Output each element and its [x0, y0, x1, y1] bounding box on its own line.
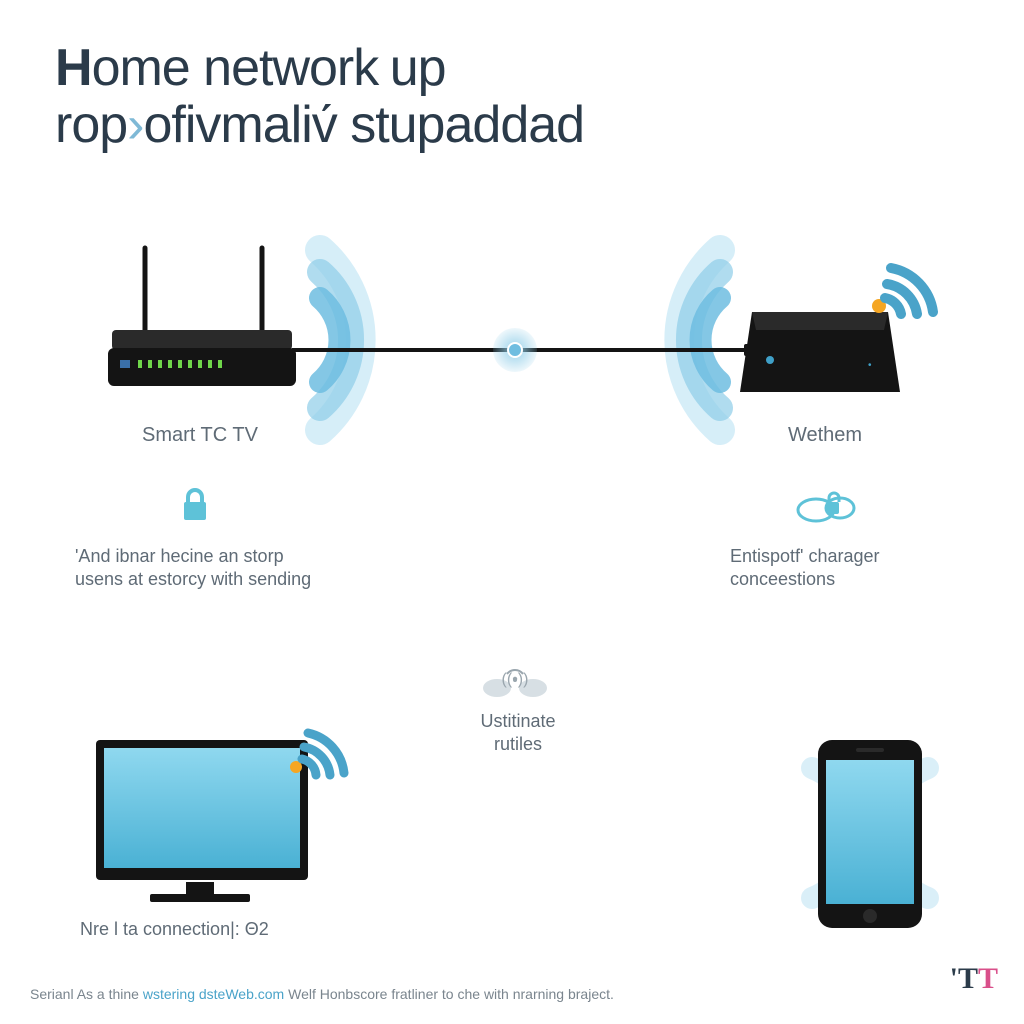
wifi-icon [872, 268, 933, 314]
logo: 'TT [950, 962, 998, 996]
modem-label: Wethem [780, 422, 870, 448]
signal-arcs-right [679, 250, 720, 430]
lock-icon [184, 490, 206, 520]
network-diagram: • ((•)) [0, 0, 1024, 1024]
cloud-lock-icon [798, 493, 854, 521]
router-icon [108, 248, 296, 386]
signal-arcs-left [320, 250, 361, 430]
center-dot [508, 343, 522, 357]
modem-desc: Entispotf' charager conceestions [730, 545, 930, 592]
tv-icon [96, 740, 308, 902]
footer-link[interactable]: wstering dsteWeb.com [143, 986, 284, 1002]
router-desc: 'And ibnar hecine an storp usens at esto… [75, 545, 330, 592]
center-wifi-icon: ((•)) [483, 670, 547, 697]
center-label: Ustitinate rutiles [458, 710, 578, 757]
footer-text: Serianl As a thine wstering dsteWeb.com … [30, 986, 944, 1002]
modem-icon: • [740, 312, 900, 392]
tv-label: Nre l ta connection|: Θ2 [80, 918, 330, 941]
router-label: Smart TC TV [140, 422, 260, 448]
phone-icon [812, 740, 928, 928]
svg-text:•: • [868, 360, 872, 371]
